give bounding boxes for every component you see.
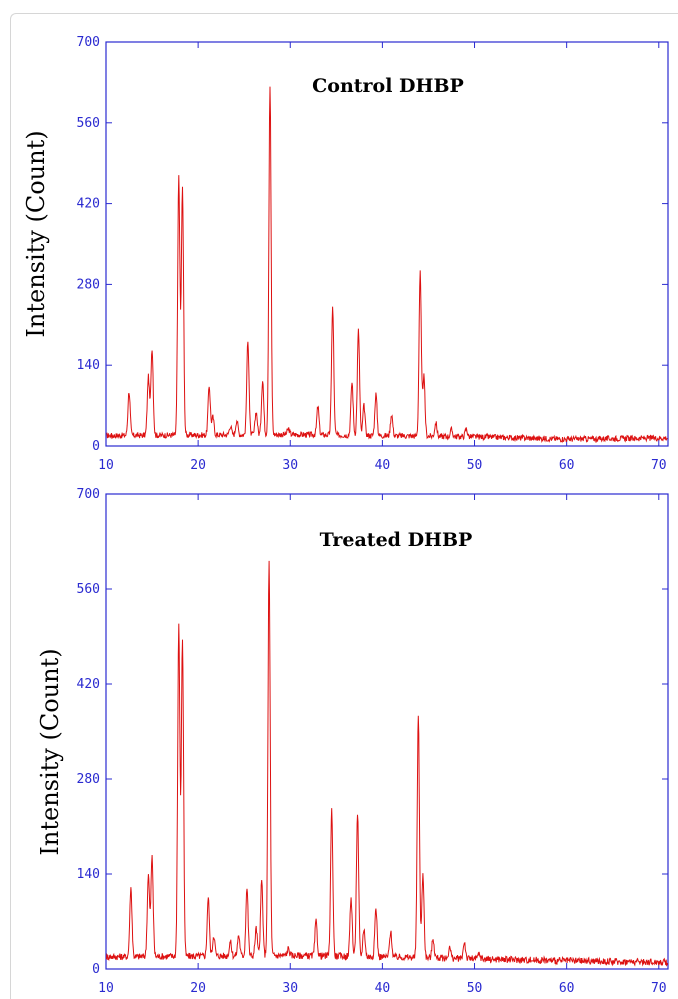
control-diffractogram-line [106, 86, 668, 444]
plot-area-frame [105, 493, 669, 970]
y-tick-label: 140 [77, 358, 100, 373]
treated-diffractogram-line [106, 560, 668, 967]
y-axis: 0 140 280 420 560 700 [77, 35, 668, 454]
x-tick-label: 40 [375, 458, 391, 473]
panel-title: Control DHBP [312, 75, 464, 97]
x-tick-label: 20 [190, 981, 206, 996]
control-panel: 0 140 280 420 560 700 10 20 30 40 50 60 70 Control … [22, 35, 669, 473]
y-tick-label: 140 [77, 867, 100, 882]
panel-title: Treated DHBP [320, 529, 473, 551]
y-tick-label: 420 [77, 197, 100, 212]
x-tick-label: 50 [467, 981, 483, 996]
y-tick-label: 280 [77, 277, 100, 292]
treated-panel: 0 140 280 420 560 700 10 20 30 40 50 60 70 Treated … [36, 487, 669, 996]
x-tick-label: 60 [559, 458, 575, 473]
x-tick-label: 50 [467, 458, 483, 473]
x-tick-label: 10 [98, 981, 114, 996]
x-tick-label: 60 [559, 981, 575, 996]
y-axis-label: Intensity (Count) [36, 648, 64, 855]
y-axis-label: Intensity (Count) [22, 130, 50, 337]
x-tick-label: 30 [282, 458, 298, 473]
x-tick-label: 70 [651, 458, 667, 473]
x-tick-label: 30 [282, 981, 298, 996]
y-tick-label: 0 [92, 439, 100, 454]
y-axis: 0 140 280 420 560 700 [77, 487, 668, 977]
x-axis: 10 20 30 40 50 60 70 [98, 494, 667, 996]
plot-area-frame [105, 41, 669, 447]
y-tick-label: 700 [77, 487, 100, 502]
x-tick-label: 20 [190, 458, 206, 473]
y-tick-label: 560 [77, 582, 100, 597]
y-tick-label: 0 [92, 962, 100, 977]
x-tick-label: 40 [375, 981, 391, 996]
y-tick-label: 700 [77, 35, 100, 50]
x-axis: 10 20 30 40 50 60 70 [98, 42, 667, 473]
y-tick-label: 560 [77, 116, 100, 131]
figure-frame [10, 13, 678, 999]
x-tick-label: 70 [651, 981, 667, 996]
y-tick-label: 280 [77, 772, 100, 787]
y-tick-label: 420 [77, 677, 100, 692]
x-tick-label: 10 [98, 458, 114, 473]
